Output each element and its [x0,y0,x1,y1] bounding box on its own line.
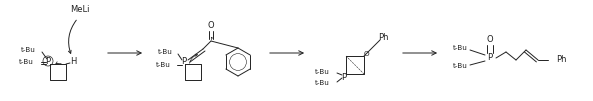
Text: t-Bu: t-Bu [453,63,468,69]
Text: O: O [363,51,369,57]
Text: t-Bu: t-Bu [453,45,468,51]
Text: t-Bu: t-Bu [315,69,330,75]
Text: t-Bu: t-Bu [21,47,36,53]
Text: Ph: Ph [378,34,388,43]
Text: MeLi: MeLi [70,5,90,15]
Text: H: H [70,57,76,66]
Text: t-Bu: t-Bu [19,59,34,65]
Text: P: P [487,54,493,63]
Text: P: P [342,73,346,82]
Text: O: O [487,35,493,45]
Text: Ph: Ph [556,56,566,65]
Text: t-Bu: t-Bu [156,62,171,68]
Text: t-Bu: t-Bu [315,80,330,86]
Text: t-Bu: t-Bu [158,49,173,55]
Text: P: P [46,56,50,66]
Text: O: O [208,22,214,31]
Text: P: P [181,57,187,66]
